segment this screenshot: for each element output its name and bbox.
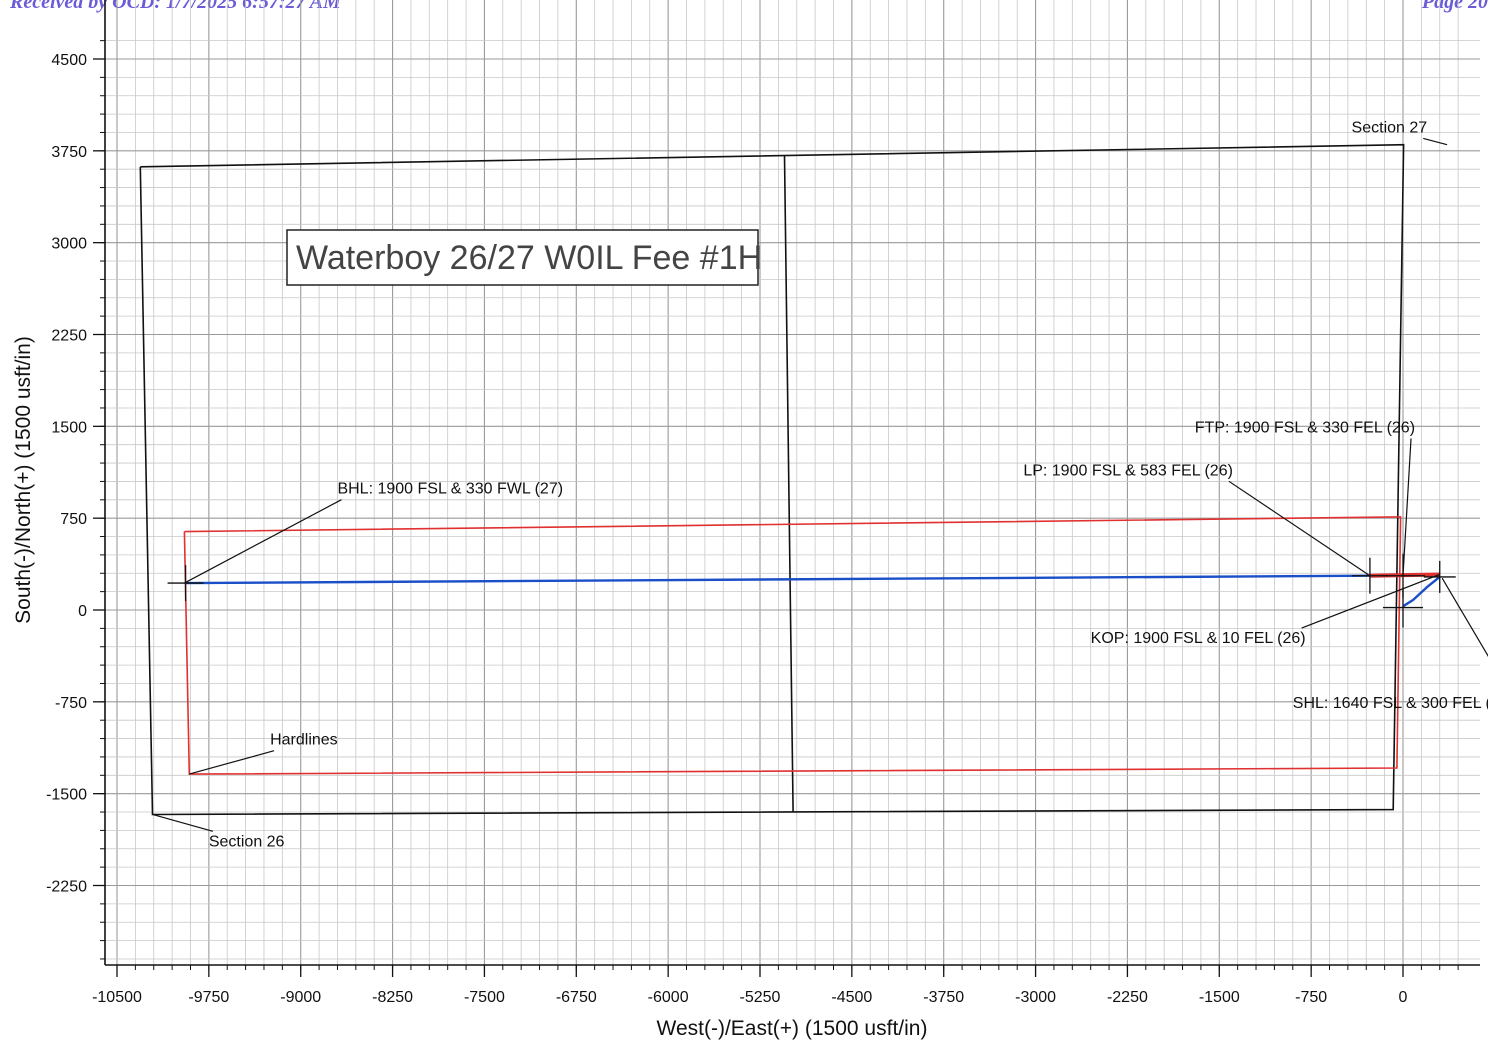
x-tick-label: -10500 — [92, 989, 142, 1006]
annotation-label: Section 26 — [209, 833, 285, 850]
annotations-layer: Section 27 BHL: 1900 FSL & 330 FWL (27) FT… — [152, 119, 1488, 850]
y-tick-label: 1500 — [51, 419, 87, 436]
x-axis-title: West(-)/East(+) (1500 usft/in) — [657, 1017, 928, 1040]
annotation-leader — [1423, 137, 1448, 146]
chart-title: Waterboy 26/27 W0IL Fee #1H — [296, 239, 762, 277]
axes: -10500 -9750 -9000 -8250 -7500 -6750 -6000 -525… — [46, 0, 1480, 1006]
annotation-label: SHL: 1640 FSL & 300 FEL (26) — [1293, 695, 1488, 712]
x-tick-label: -7500 — [464, 989, 505, 1006]
hardlines-line — [183, 516, 1402, 775]
x-tick-label: -6000 — [648, 989, 689, 1006]
x-tick-label: -4500 — [831, 989, 872, 1006]
y-tick-label: -1500 — [46, 787, 87, 804]
grid — [105, 0, 1480, 965]
y-tick-label: -2250 — [46, 879, 87, 896]
y-tick-label: 0 — [78, 603, 87, 620]
annotation-label: FTP: 1900 FSL & 330 FEL (26) — [1195, 419, 1415, 436]
x-tick-label: -3750 — [923, 989, 964, 1006]
x-tick-label: -3000 — [1015, 989, 1056, 1006]
y-tick-label: 2250 — [51, 328, 87, 345]
received-stamp: Received by OCD: 1/7/2025 6:57:27 AM — [10, 0, 341, 13]
annotation-leader — [152, 813, 214, 832]
annotation-leader — [1402, 438, 1412, 576]
section-lines-line — [139, 143, 1405, 816]
annotation-label: Hardlines — [270, 732, 338, 749]
annotation-label: KOP: 1900 FSL & 10 FEL (26) — [1091, 630, 1306, 647]
well-title-box: Waterboy 26/27 W0IL Fee #1H — [286, 229, 762, 286]
x-tick-label: -9000 — [280, 989, 321, 1006]
annotation-label: LP: 1900 FSL & 583 FEL (26) — [1023, 462, 1233, 479]
annotation-leader — [1228, 480, 1371, 577]
y-tick-label: 4500 — [51, 52, 87, 69]
x-tick-label: -9750 — [188, 989, 229, 1006]
annotation-leader — [189, 750, 275, 775]
x-tick-label: -2250 — [1107, 989, 1148, 1006]
x-tick-label: 0 — [1399, 989, 1408, 1006]
section-divider-line — [783, 155, 794, 813]
y-tick-label: 3000 — [51, 236, 87, 253]
y-axis-title: South(-)/North(+) (1500 usft/in) — [12, 336, 35, 624]
y-tick-label: -750 — [55, 695, 87, 712]
annotation-label: Section 27 — [1352, 119, 1428, 136]
x-tick-label: -750 — [1295, 989, 1327, 1006]
annotation-leader — [184, 499, 342, 584]
annotation-leader — [1301, 573, 1440, 629]
wellbore-lateral-line — [185, 574, 1370, 585]
y-tick-label: 750 — [60, 511, 87, 528]
x-tick-label: -5250 — [740, 989, 781, 1006]
x-tick-label: -8250 — [372, 989, 413, 1006]
x-tick-label: -1500 — [1199, 989, 1240, 1006]
x-tick-label: -6750 — [556, 989, 597, 1006]
page-number: Page 20 — [1421, 0, 1488, 13]
y-tick-label: 3750 — [51, 144, 87, 161]
wellbore-curve-line — [1402, 575, 1441, 608]
series-layer — [139, 143, 1456, 816]
annotation-label: BHL: 1900 FSL & 330 FWL (27) — [337, 481, 563, 498]
annotation-leader — [1441, 577, 1488, 657]
